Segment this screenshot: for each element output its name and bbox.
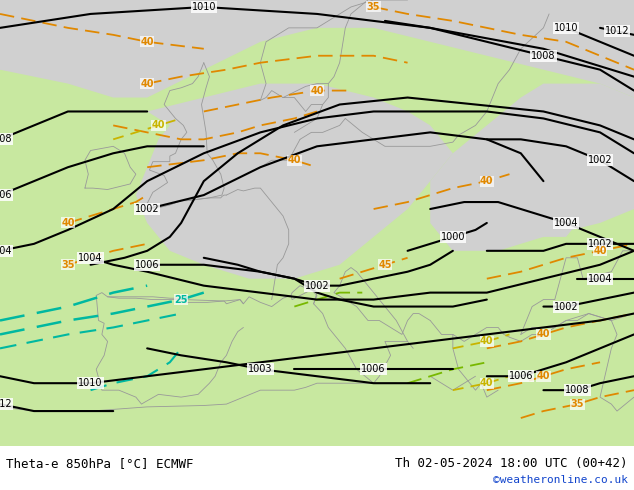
Text: 35: 35 — [571, 399, 584, 409]
Polygon shape — [0, 0, 634, 446]
Text: 35: 35 — [367, 2, 380, 12]
Polygon shape — [0, 0, 634, 98]
Text: Th 02-05-2024 18:00 UTC (00+42): Th 02-05-2024 18:00 UTC (00+42) — [395, 457, 628, 469]
Text: 40: 40 — [480, 176, 494, 186]
Text: 40: 40 — [61, 218, 75, 228]
Text: 1010: 1010 — [191, 2, 216, 12]
Text: 40: 40 — [593, 246, 607, 256]
Text: Theta-e 850hPa [°C] ECMWF: Theta-e 850hPa [°C] ECMWF — [6, 457, 194, 469]
Text: 45: 45 — [378, 260, 392, 270]
Text: 1006: 1006 — [508, 371, 533, 381]
Text: 40: 40 — [536, 329, 550, 340]
Text: 1010: 1010 — [554, 23, 578, 33]
Text: 40: 40 — [480, 337, 494, 346]
Text: 1006: 1006 — [135, 260, 159, 270]
Text: 40: 40 — [480, 378, 494, 388]
Polygon shape — [136, 84, 453, 279]
Text: 40: 40 — [536, 371, 550, 381]
Polygon shape — [430, 84, 634, 251]
Text: 1008: 1008 — [565, 385, 590, 395]
Text: 1004: 1004 — [588, 274, 612, 284]
Polygon shape — [0, 0, 147, 70]
Text: 1002: 1002 — [305, 281, 329, 291]
Text: 1002: 1002 — [588, 239, 612, 249]
Text: 1004: 1004 — [554, 218, 578, 228]
Text: 35: 35 — [61, 260, 75, 270]
Text: 1006: 1006 — [361, 364, 386, 374]
Text: 1008: 1008 — [0, 134, 12, 145]
Text: 1010: 1010 — [79, 378, 103, 388]
Text: 1004: 1004 — [0, 246, 12, 256]
Text: 40: 40 — [152, 121, 165, 130]
Text: 1008: 1008 — [531, 51, 555, 61]
Text: 25: 25 — [174, 294, 188, 305]
Text: 1004: 1004 — [79, 253, 103, 263]
Text: 1006: 1006 — [0, 190, 12, 200]
Text: ©weatheronline.co.uk: ©weatheronline.co.uk — [493, 475, 628, 485]
Text: 1003: 1003 — [248, 364, 273, 374]
Polygon shape — [510, 209, 578, 237]
Text: 40: 40 — [140, 37, 154, 47]
Text: 40: 40 — [288, 155, 301, 165]
Text: 1012: 1012 — [605, 26, 629, 36]
Text: 1002: 1002 — [553, 301, 578, 312]
Text: 1002: 1002 — [588, 155, 612, 165]
Text: 40: 40 — [140, 78, 154, 89]
Text: 1002: 1002 — [135, 204, 160, 214]
Text: 40: 40 — [310, 86, 324, 96]
Text: 1012: 1012 — [0, 399, 12, 409]
Text: 1000: 1000 — [441, 232, 465, 242]
